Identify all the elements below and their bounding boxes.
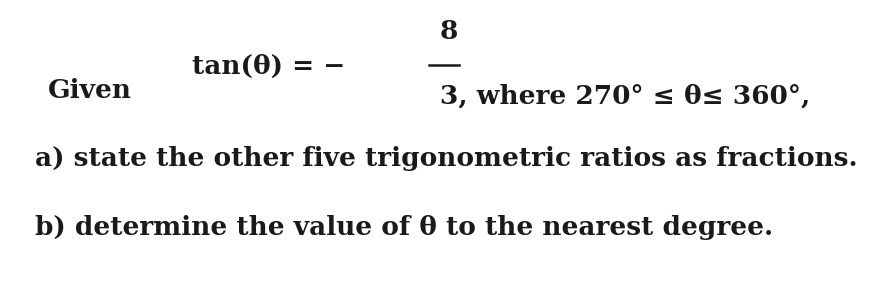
Text: a) state the other five trigonometric ratios as fractions.: a) state the other five trigonometric ra… — [35, 145, 857, 171]
Text: 3, where 270° ≤ θ≤ 360°,: 3, where 270° ≤ θ≤ 360°, — [440, 84, 810, 109]
Text: Given: Given — [48, 78, 132, 103]
Text: b) determine the value of θ to the nearest degree.: b) determine the value of θ to the neare… — [35, 215, 773, 240]
Text: tan(θ) = −: tan(θ) = − — [192, 54, 345, 79]
Text: 8: 8 — [440, 19, 458, 44]
